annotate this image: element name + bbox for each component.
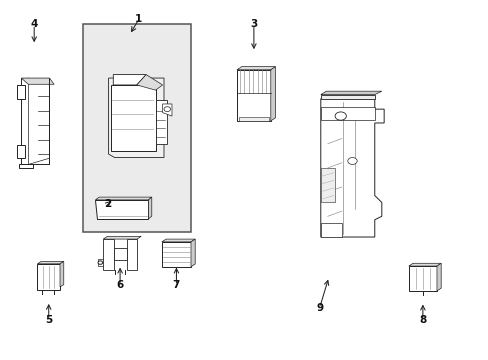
Polygon shape [60,261,63,287]
Polygon shape [19,165,33,168]
Bar [111,85,155,150]
Text: 7: 7 [172,280,180,291]
Bar [113,248,126,260]
Polygon shape [320,91,381,95]
Polygon shape [191,239,195,267]
Polygon shape [103,236,141,239]
Bar [320,107,374,120]
Bar [38,264,60,290]
Polygon shape [320,99,384,237]
Polygon shape [162,239,195,242]
Polygon shape [98,259,103,266]
Polygon shape [320,223,341,237]
Polygon shape [113,75,146,85]
Polygon shape [408,263,440,266]
Circle shape [163,107,170,112]
Bar [126,239,137,270]
Bar [237,70,270,121]
Text: 6: 6 [116,280,123,291]
Polygon shape [270,67,275,121]
Text: 4: 4 [30,19,38,30]
Bar [162,242,191,267]
Text: 3: 3 [250,19,257,30]
Polygon shape [95,200,148,219]
Circle shape [334,112,346,120]
Bar [155,100,167,144]
Text: 1: 1 [135,14,142,24]
Text: 2: 2 [103,199,111,209]
Polygon shape [95,197,151,200]
Polygon shape [148,197,151,219]
Polygon shape [320,168,334,202]
Polygon shape [436,263,440,291]
Text: 8: 8 [418,315,426,325]
Polygon shape [21,78,54,84]
Polygon shape [21,78,49,165]
Polygon shape [137,75,162,90]
Text: 5: 5 [45,315,52,325]
Bar [82,24,190,232]
Polygon shape [320,95,374,99]
Bar [238,117,268,121]
Bar [103,239,113,270]
Text: 9: 9 [315,303,323,313]
Bar [408,266,436,291]
Polygon shape [108,78,163,158]
Polygon shape [162,104,172,116]
Circle shape [347,158,356,165]
Polygon shape [17,145,25,158]
Polygon shape [237,67,275,70]
Circle shape [98,261,102,264]
Polygon shape [38,261,63,264]
Polygon shape [17,85,25,99]
